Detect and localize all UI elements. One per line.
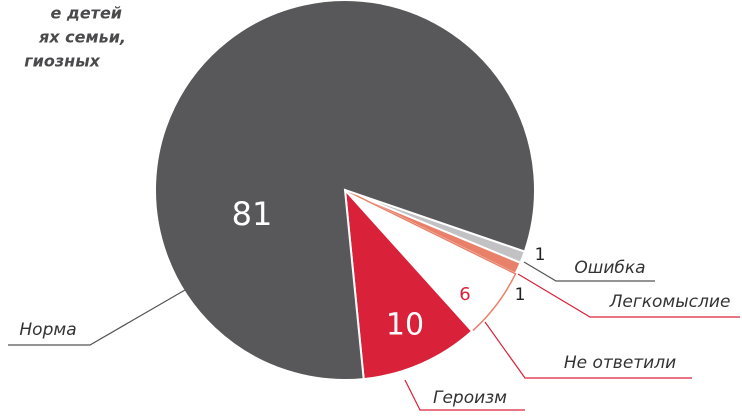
title-line: ях семьи, <box>38 28 126 47</box>
pie-slice <box>343 187 474 381</box>
leader-line <box>484 321 692 379</box>
category-label: Не ответили <box>564 353 676 373</box>
title-line: е детей <box>50 4 122 23</box>
category-label: Ошибка <box>574 258 645 278</box>
category-label: Легкомыслие <box>609 292 731 312</box>
value-label: 6 <box>459 284 470 305</box>
value-label: 81 <box>232 195 273 233</box>
leader-line <box>8 289 186 346</box>
category-label: Героизм <box>433 388 507 408</box>
leader-line <box>404 379 525 411</box>
leader-line <box>517 273 740 318</box>
title-line: гиозных <box>24 52 100 71</box>
category-label: Норма <box>19 320 76 340</box>
pie-slice <box>154 0 536 381</box>
value-label: 10 <box>386 308 424 343</box>
value-label: 1 <box>535 245 546 265</box>
value-label: 1 <box>515 285 526 305</box>
leader-line <box>523 261 655 282</box>
